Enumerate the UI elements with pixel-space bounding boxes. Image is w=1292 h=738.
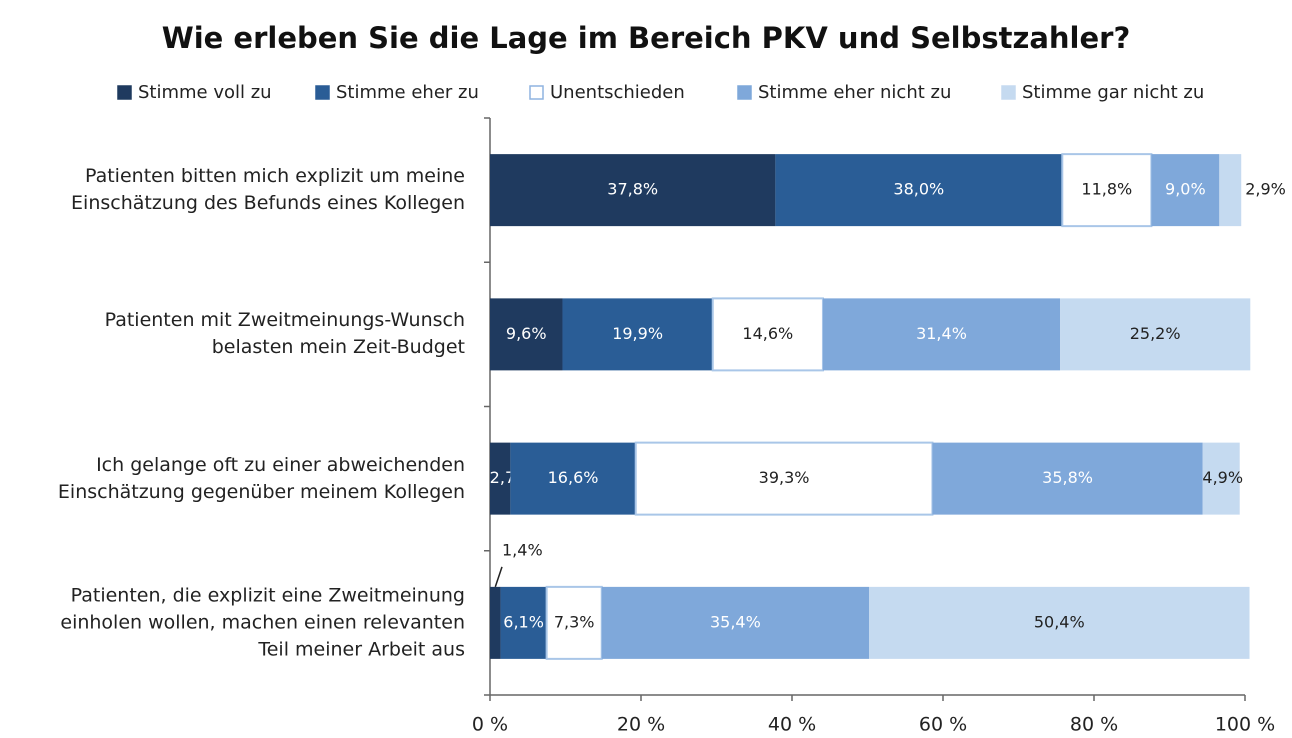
bar-segment — [490, 298, 563, 371]
legend-swatch — [1001, 85, 1016, 100]
bar-segment — [1061, 153, 1153, 228]
value-label: 1,4% — [502, 540, 543, 559]
legend-label: Stimme eher nicht zu — [758, 82, 951, 103]
x-tick-label: 40 % — [768, 714, 816, 736]
value-label: 35,8% — [1042, 468, 1093, 487]
value-label: 25,2% — [1130, 324, 1181, 343]
x-tick-label: 0 % — [472, 714, 508, 736]
value-label: 11,8% — [1081, 180, 1132, 199]
value-label: 16,6% — [548, 468, 599, 487]
value-label: 6,1% — [503, 612, 544, 631]
category-label: Ich gelange oft zu einer abweichenden Ei… — [57, 453, 465, 503]
value-label: 38,0% — [893, 180, 944, 199]
legend-swatch — [315, 85, 330, 100]
value-label: 35,4% — [710, 612, 761, 631]
value-label: 31,4% — [916, 324, 967, 343]
category-label: Patienten, die explizit eine Zweitmeinun… — [60, 584, 465, 661]
value-label: 7,3% — [554, 612, 595, 631]
category-label: Patienten bitten mich explizit um meine … — [71, 165, 465, 215]
bar-segment — [601, 586, 870, 659]
bar-segment — [775, 154, 1063, 227]
legend-swatch — [737, 85, 752, 100]
x-tick-label: 60 % — [919, 714, 967, 736]
x-tick-label: 100 % — [1215, 714, 1275, 736]
value-label: 37,8% — [607, 180, 658, 199]
leader-line — [494, 566, 503, 588]
value-label: 9,6% — [506, 324, 547, 343]
value-label: 2,9% — [1245, 180, 1286, 199]
bar-segment — [500, 586, 547, 659]
legend-label: Stimme voll zu — [138, 82, 272, 103]
value-label: 4,9% — [1202, 468, 1243, 487]
legend-label: Unentschieden — [550, 82, 685, 103]
bar-segment — [490, 442, 511, 515]
value-label: 9,0% — [1165, 180, 1206, 199]
value-label: 19,9% — [612, 324, 663, 343]
x-tick-label: 20 % — [617, 714, 665, 736]
bar-segment — [1219, 154, 1242, 227]
category-label: Patienten mit Zweitmeinungs-Wunsch belas… — [104, 309, 465, 359]
bar-segment — [562, 298, 713, 371]
bar-segment — [869, 586, 1250, 659]
bar-segment — [634, 441, 934, 516]
bar-segment — [1060, 298, 1251, 371]
bar-segment — [1151, 154, 1220, 227]
x-tick-label: 80 % — [1070, 714, 1118, 736]
chart-title: Wie erleben Sie die Lage im Bereich PKV … — [162, 21, 1131, 55]
legend-swatch — [529, 85, 544, 100]
bar-segment — [545, 585, 603, 660]
value-label: 50,4% — [1034, 612, 1085, 631]
bar-segment — [510, 442, 636, 515]
bar-segment — [490, 586, 501, 659]
bar-segment — [711, 297, 824, 372]
bar-segment — [1202, 442, 1240, 515]
bar-segment — [822, 298, 1061, 371]
value-label: 14,6% — [742, 324, 793, 343]
bar-segment — [490, 154, 776, 227]
value-label: 39,3% — [759, 468, 810, 487]
legend-label: Stimme gar nicht zu — [1022, 82, 1204, 103]
legend-swatch — [117, 85, 132, 100]
bar-segment — [932, 442, 1203, 515]
legend-label: Stimme eher zu — [336, 82, 479, 103]
